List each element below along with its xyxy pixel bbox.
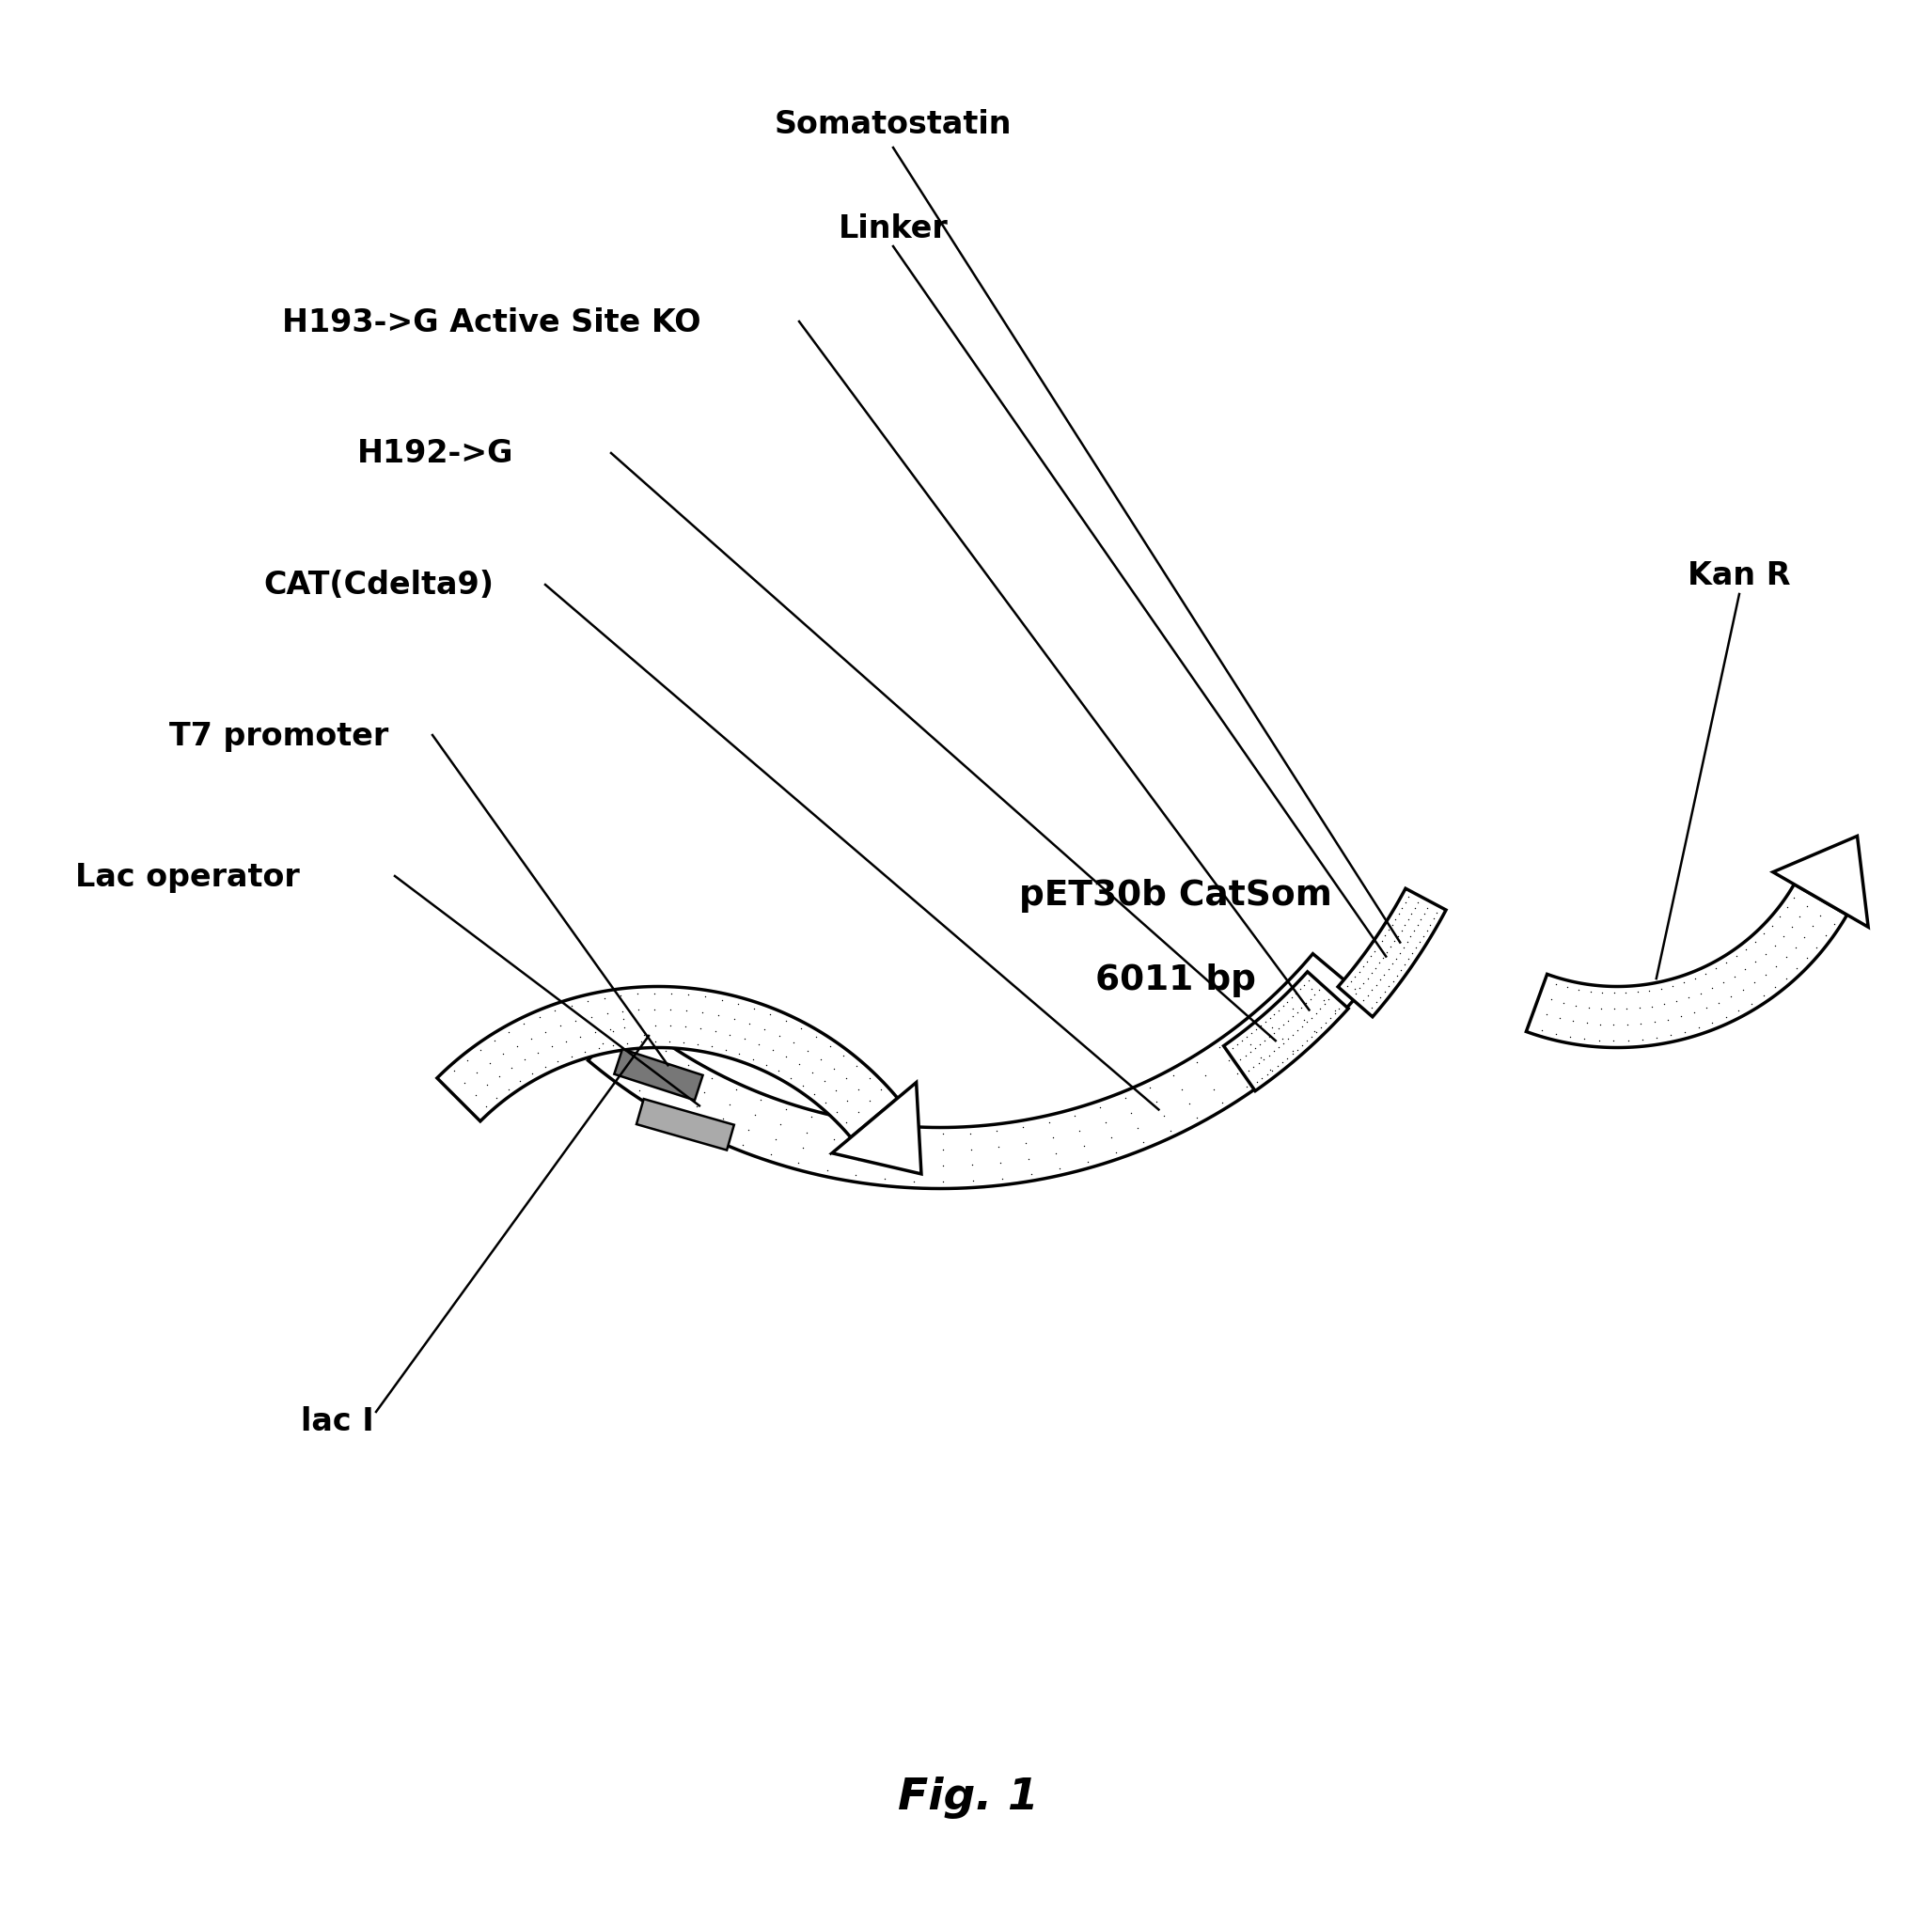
Text: T7 promoter: T7 promoter bbox=[170, 720, 388, 751]
Polygon shape bbox=[636, 1100, 734, 1150]
Polygon shape bbox=[1339, 888, 1445, 1018]
Text: Kan R: Kan R bbox=[1689, 560, 1791, 592]
Polygon shape bbox=[1223, 972, 1349, 1091]
Text: lac I: lac I bbox=[301, 1406, 375, 1436]
Polygon shape bbox=[614, 1049, 703, 1100]
Polygon shape bbox=[1774, 837, 1868, 928]
Polygon shape bbox=[833, 1083, 922, 1175]
Text: Linker: Linker bbox=[838, 212, 949, 244]
Text: H193->G Active Site KO: H193->G Active Site KO bbox=[282, 308, 701, 338]
Text: 6011 bp: 6011 bp bbox=[1095, 963, 1256, 997]
Text: Lac operator: Lac operator bbox=[75, 861, 299, 892]
Text: Fig. 1: Fig. 1 bbox=[898, 1776, 1039, 1818]
Polygon shape bbox=[587, 955, 1360, 1188]
Polygon shape bbox=[437, 987, 898, 1138]
Text: CAT(Cdelta9): CAT(Cdelta9) bbox=[263, 569, 493, 602]
Text: Somatostatin: Somatostatin bbox=[775, 109, 1012, 141]
Text: pET30b CatSom: pET30b CatSom bbox=[1018, 879, 1331, 913]
Text: H192->G: H192->G bbox=[357, 437, 514, 470]
Polygon shape bbox=[1526, 884, 1847, 1049]
